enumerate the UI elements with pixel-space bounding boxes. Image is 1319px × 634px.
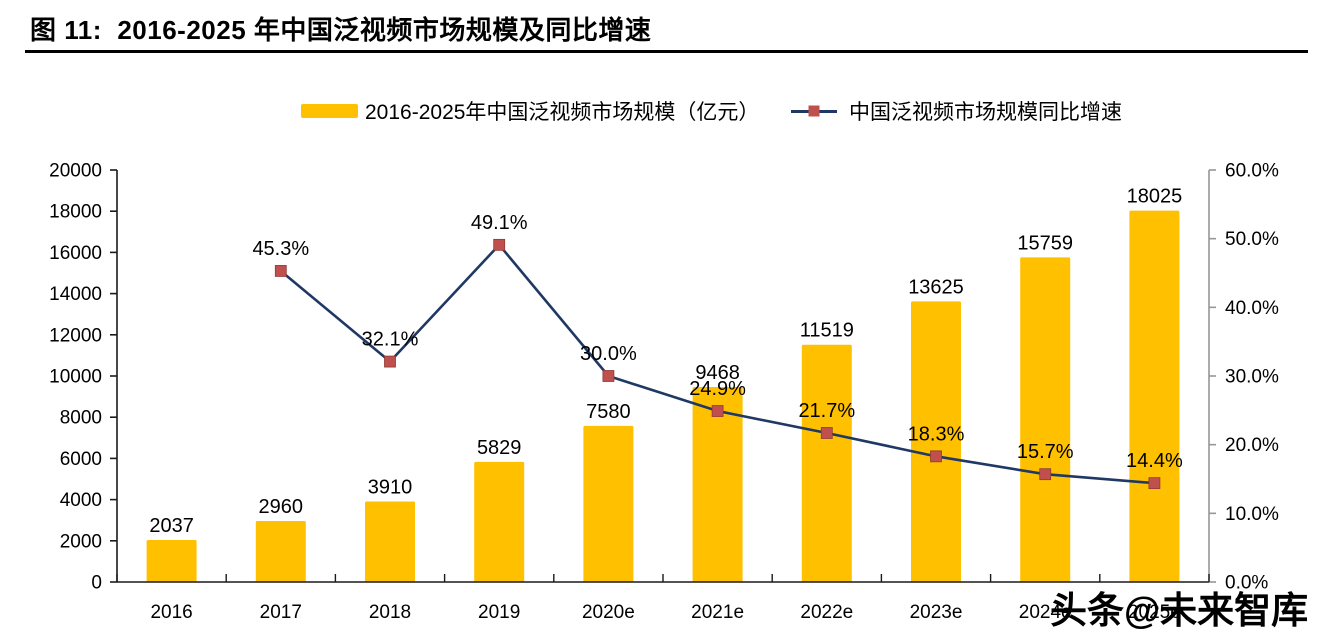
x-axis-label: 2024e [1019, 602, 1072, 623]
left-axis-tick-label: 14000 [49, 284, 102, 305]
bar-value-label: 11519 [800, 320, 854, 342]
growth-value-label: 21.7% [798, 400, 855, 422]
bar-2016 [146, 540, 197, 582]
growth-value-label: 30.0% [580, 343, 637, 365]
x-axis-label: 2025e [1128, 602, 1181, 623]
left-axis-tick-label: 10000 [49, 367, 102, 388]
bar-value-label: 2037 [149, 515, 194, 537]
x-axis-label: 2018 [369, 602, 411, 623]
left-axis-tick-label: 0 [91, 573, 102, 594]
legend-label-line-series: 中国泛视频市场规模同比增速 [849, 101, 1122, 124]
bar-value-label: 13625 [908, 276, 964, 298]
growth-value-label: 15.7% [1017, 441, 1074, 463]
right-axis-tick-label: 10.0% [1225, 504, 1279, 525]
bar-series-swatch [301, 104, 358, 118]
right-axis-tick-label: 0.0% [1225, 573, 1268, 594]
x-axis-label: 2019 [478, 602, 520, 623]
growth-value-label: 32.1% [362, 329, 419, 351]
line-series-swatch [791, 105, 837, 117]
bar-2025e [1129, 210, 1180, 582]
right-axis-tick-label: 20.0% [1225, 435, 1279, 456]
line-marker [602, 370, 615, 382]
growth-value-label: 49.1% [471, 212, 528, 234]
line-marker [1039, 468, 1052, 481]
bar-2023e [911, 301, 961, 582]
bar-2018 [365, 501, 415, 582]
left-axis-tick-label: 2000 [60, 531, 102, 552]
legend-label-bar-series: 2016-2025年中国泛视频市场规模（亿元） [365, 101, 760, 124]
right-axis-tick-label: 60.0% [1225, 161, 1279, 182]
figure-title: 图 11: 2016-2025 年中国泛视频市场规模及同比增速 [30, 15, 652, 45]
line-marker [930, 450, 942, 463]
x-axis-label: 2021e [691, 602, 744, 623]
left-axis-tick-label: 6000 [60, 449, 102, 470]
line-marker [384, 355, 396, 368]
right-axis-tick-label: 40.0% [1225, 298, 1279, 319]
legend-item-bar-series: 2016-2025年中国泛视频市场规模（亿元） [301, 97, 759, 125]
x-axis-label: 2023e [910, 602, 963, 623]
growth-value-label: 24.9% [689, 378, 746, 400]
x-axis-label: 2022e [800, 602, 853, 623]
line-marker-icon [808, 105, 820, 117]
bar-value-label: 9468 [695, 362, 740, 384]
bar-2024e [1020, 257, 1071, 582]
bar-2020e [583, 425, 634, 582]
right-axis-tick-label: 30.0% [1225, 367, 1279, 388]
left-axis-tick-label: 16000 [49, 243, 102, 264]
x-axis-label: 2016 [150, 602, 192, 623]
line-marker [820, 427, 833, 439]
watermark: 头条@未来智库 [1050, 590, 1309, 631]
bar-value-label: 3910 [368, 476, 413, 498]
line-marker [1148, 477, 1161, 490]
left-axis-tick-label: 12000 [49, 325, 102, 346]
growth-value-label: 45.3% [252, 238, 309, 260]
bar-value-label: 5829 [477, 437, 522, 459]
growth-value-label: 18.3% [908, 423, 965, 445]
line-marker [493, 238, 506, 251]
bar-value-label: 2960 [259, 496, 304, 518]
x-axis-label: 2017 [260, 602, 302, 623]
left-axis-tick-label: 8000 [60, 408, 102, 429]
left-axis-tick-label: 20000 [49, 161, 102, 182]
bar-2021e [692, 386, 743, 582]
growth-value-label: 14.4% [1126, 450, 1183, 472]
bar-2017 [255, 521, 306, 582]
left-axis-tick-label: 4000 [60, 490, 102, 511]
line-marker [711, 405, 724, 417]
x-axis-label: 2020e [582, 602, 635, 623]
bar-value-label: 7580 [586, 401, 631, 423]
line-marker [274, 265, 287, 277]
title-underline [25, 50, 1308, 53]
bar-value-label: 15759 [1017, 232, 1073, 254]
legend-item-line-series: 中国泛视频市场规模同比增速 [791, 97, 1122, 125]
left-axis-tick-label: 18000 [49, 202, 102, 223]
right-axis-tick-label: 50.0% [1225, 229, 1279, 250]
bar-value-label: 18025 [1127, 186, 1183, 208]
bar-2019 [474, 461, 525, 582]
bar-2022e [801, 344, 852, 582]
